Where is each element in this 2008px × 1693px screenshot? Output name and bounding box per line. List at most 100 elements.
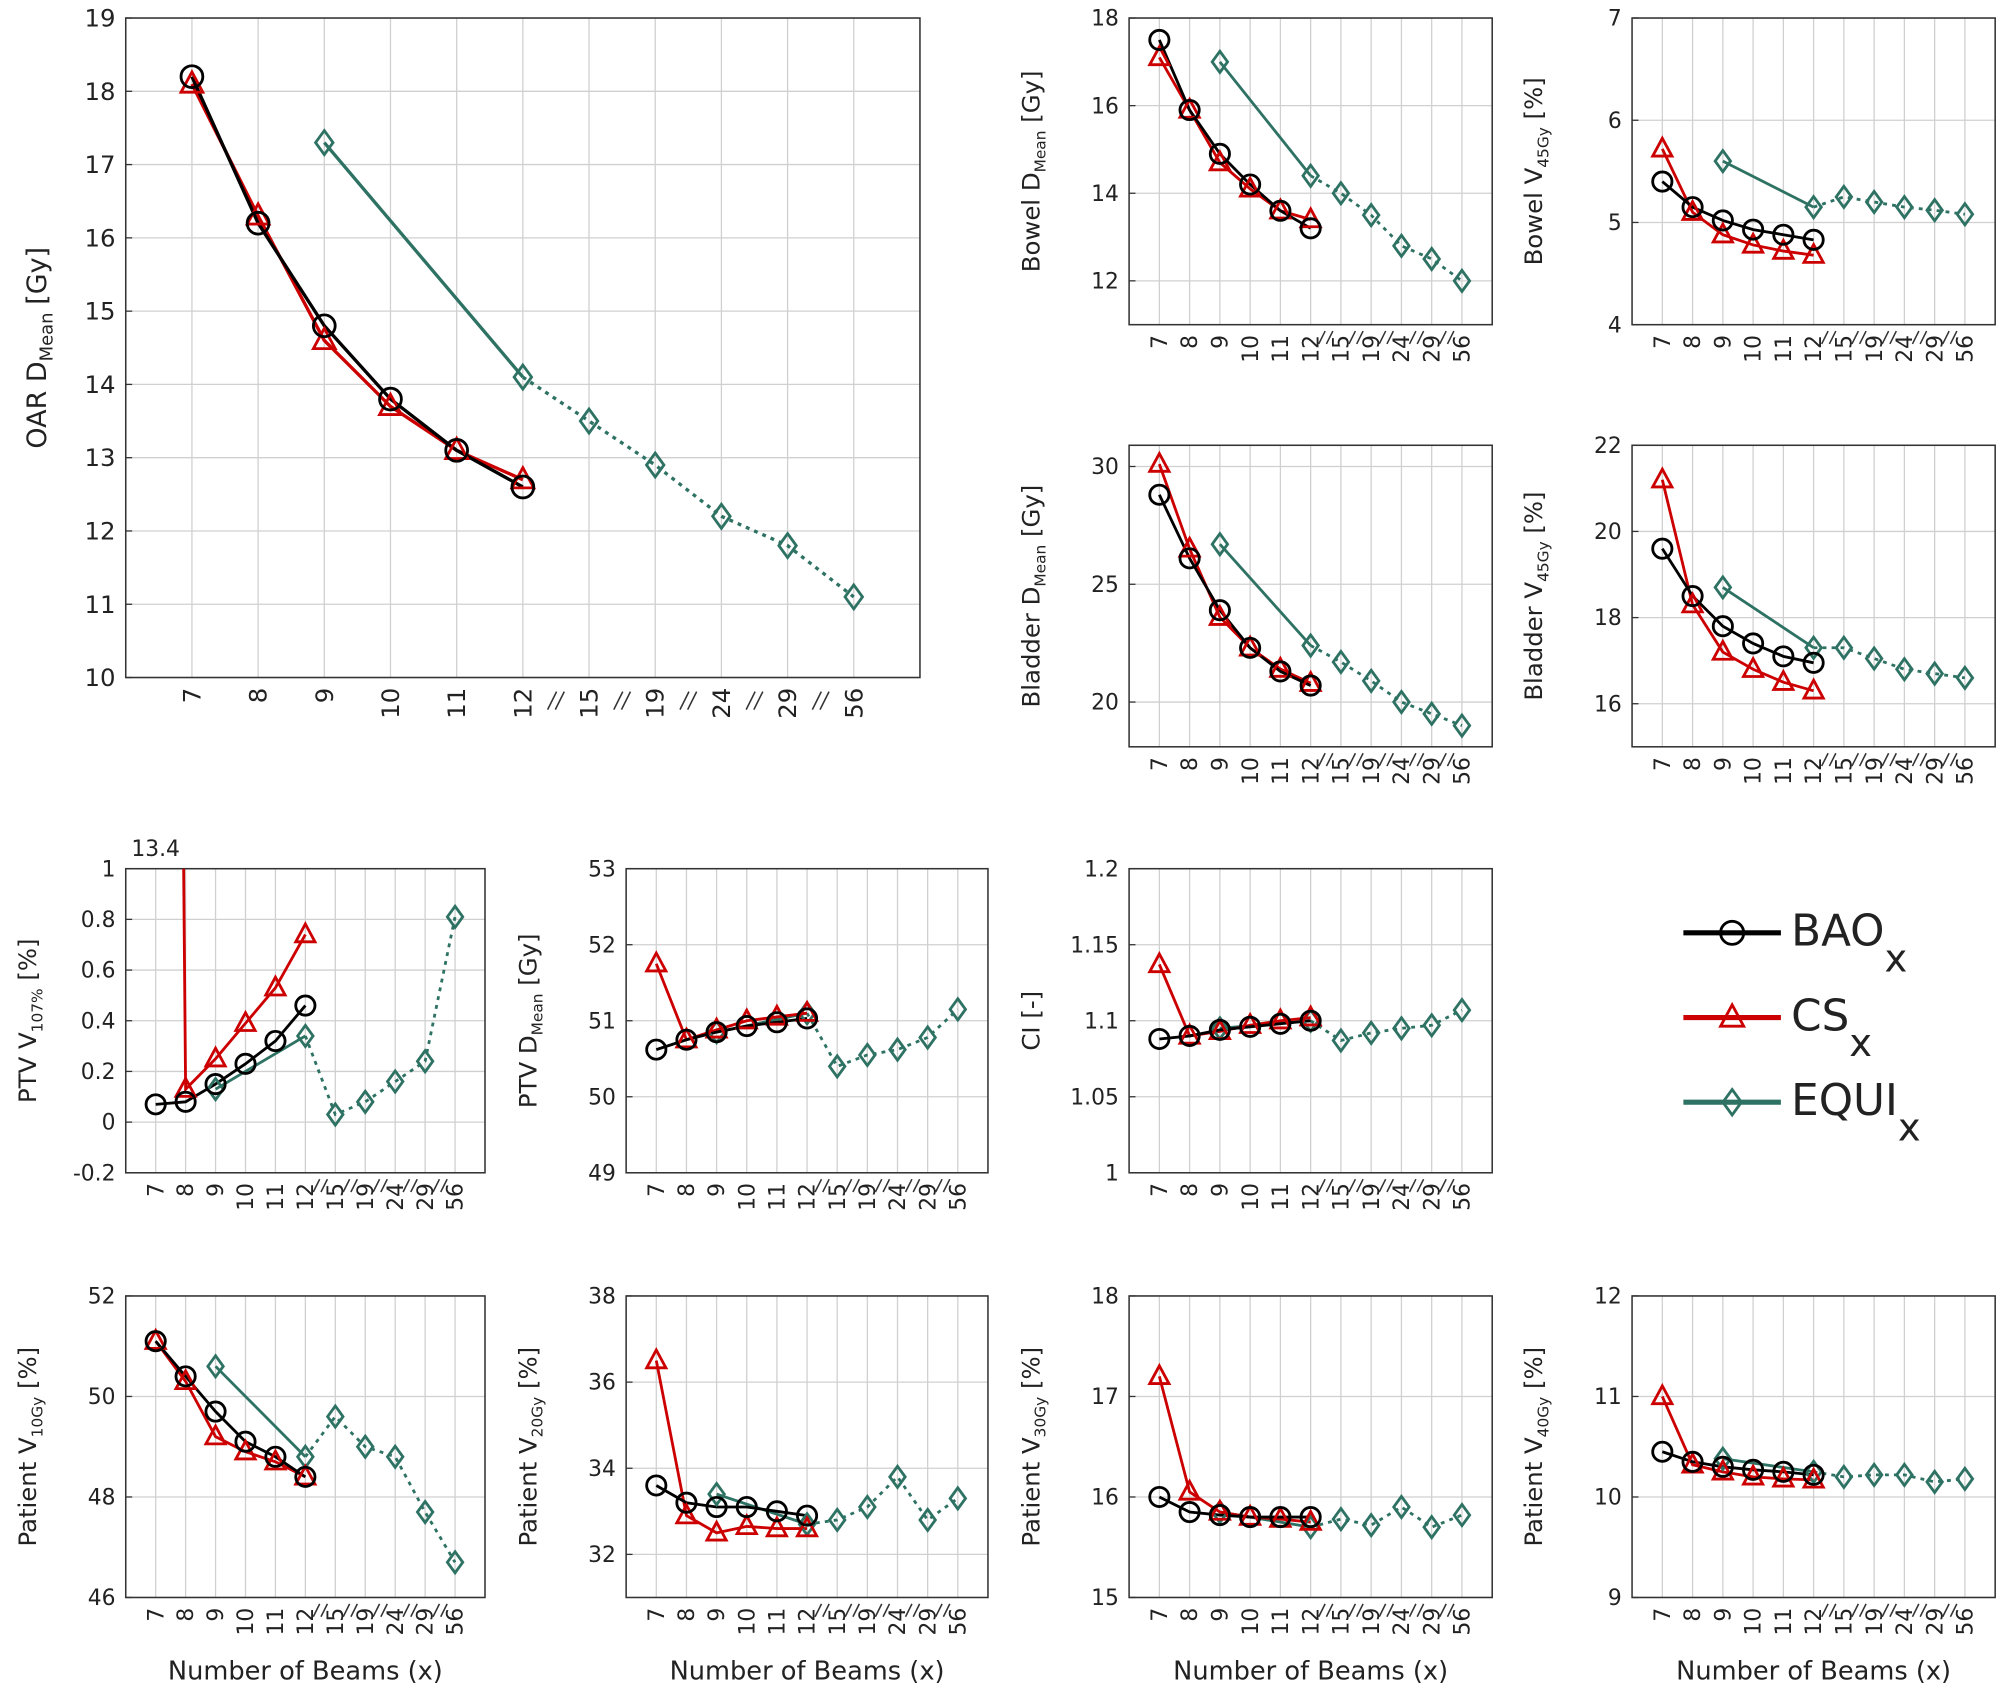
marker <box>674 1026 699 1049</box>
marker <box>1771 1465 1796 1488</box>
marker <box>355 1088 375 1115</box>
marker <box>1713 148 1733 175</box>
y-tick-label: 1.1 <box>1084 1009 1119 1034</box>
axis-break <box>350 1603 359 1618</box>
marker <box>1178 1501 1201 1524</box>
marker <box>765 1500 788 1523</box>
series-line <box>214 1034 307 1091</box>
y-axis-label-sub: 10Gy <box>28 1397 46 1438</box>
x-tick-label: 8 <box>244 688 273 704</box>
x-tick-label: 9 <box>204 1183 229 1197</box>
marker <box>1210 48 1230 75</box>
axis-break <box>1355 1178 1364 1193</box>
axis-break <box>934 1178 943 1193</box>
axis-break <box>844 1178 853 1193</box>
axis-break <box>1325 1178 1334 1193</box>
marker <box>734 1512 759 1536</box>
y-axis-label-unit: [%] <box>1519 491 1548 533</box>
marker <box>263 1448 288 1471</box>
y-axis-label-main: PTV D <box>513 1035 542 1108</box>
marker <box>1452 1502 1472 1529</box>
axis-break <box>1828 1603 1837 1618</box>
marker <box>1268 1007 1293 1030</box>
marker <box>1361 1019 1381 1046</box>
marker <box>415 1499 435 1526</box>
plot-frame <box>625 867 989 1174</box>
series-line <box>304 1414 457 1564</box>
y-axis-label: Bladder V45Gy [%] <box>1519 491 1552 700</box>
x-tick-label: 10 <box>1239 1183 1264 1211</box>
axis-break <box>1408 752 1417 767</box>
marker <box>1268 655 1293 678</box>
marker <box>179 64 205 89</box>
marker <box>1894 194 1914 221</box>
axis-break <box>912 1178 921 1193</box>
series-line <box>1158 463 1312 685</box>
axis-break <box>1325 1603 1334 1618</box>
axis-break <box>1386 752 1395 767</box>
marker <box>1208 142 1231 165</box>
marker <box>1147 43 1172 67</box>
axis-break <box>1851 1603 1860 1618</box>
marker <box>1178 98 1201 122</box>
series-line <box>214 1365 307 1458</box>
axis-break <box>380 1603 388 1618</box>
x-tick-label: 11 <box>766 1183 791 1211</box>
axis-break <box>440 1178 448 1193</box>
marker <box>1391 1015 1411 1042</box>
y-axis-label-unit: [Gy] <box>22 247 53 305</box>
axis-break <box>1949 752 1958 767</box>
marker <box>295 1022 315 1049</box>
y-tick-label: 0.4 <box>81 1009 116 1034</box>
y-axis-label-sub: Mean <box>1032 545 1050 587</box>
y-tick-label: 50 <box>88 1385 116 1410</box>
axis-break <box>844 1603 853 1618</box>
marker <box>578 406 600 436</box>
x-tick-label: 8 <box>675 1183 700 1197</box>
marker <box>1299 217 1322 240</box>
y-axis-label-main: Bladder V <box>1519 582 1548 701</box>
marker <box>675 1028 698 1051</box>
axis-break <box>1408 330 1417 345</box>
marker <box>325 1403 345 1430</box>
axis-break <box>350 1178 359 1193</box>
x-tick-label: 8 <box>174 1608 199 1622</box>
axis-break <box>1355 1603 1364 1618</box>
y-tick-label: 0 <box>102 1111 116 1136</box>
marker <box>510 474 536 500</box>
marker <box>827 1053 847 1080</box>
axis-break <box>882 1603 891 1618</box>
axis-break <box>819 691 830 710</box>
axis-break <box>1881 752 1890 767</box>
x-tick-label: 10 <box>234 1608 259 1636</box>
marker <box>1711 1455 1734 1478</box>
y-axis-label: Bladder DMean [Gy] <box>1016 485 1049 708</box>
axis-break <box>1949 330 1958 345</box>
marker <box>764 1515 789 1538</box>
marker <box>675 1491 698 1514</box>
marker <box>1711 209 1734 232</box>
marker <box>1422 245 1442 272</box>
y-tick-label: 19 <box>84 4 115 33</box>
marker <box>1331 180 1351 207</box>
x-tick-label: 8 <box>1178 757 1203 771</box>
axis-break <box>620 691 632 710</box>
marker <box>144 1093 167 1116</box>
marker <box>1710 1458 1735 1481</box>
legend-label: EQUIx <box>1791 1076 1920 1151</box>
marker <box>1864 1461 1884 1488</box>
y-tick-label: 38 <box>588 1285 616 1310</box>
axis-break <box>1378 1603 1387 1618</box>
marker <box>1391 689 1411 716</box>
axis-break <box>874 1603 883 1618</box>
axis-break <box>1348 752 1357 767</box>
marker <box>1925 1468 1945 1495</box>
axis-break <box>874 1178 883 1193</box>
series-line <box>1813 195 1966 216</box>
marker <box>1148 28 1171 51</box>
x-tick-label: 9 <box>705 1608 730 1622</box>
y-tick-label: 17 <box>1091 1385 1119 1410</box>
x-tick-label: 56 <box>444 1608 469 1636</box>
